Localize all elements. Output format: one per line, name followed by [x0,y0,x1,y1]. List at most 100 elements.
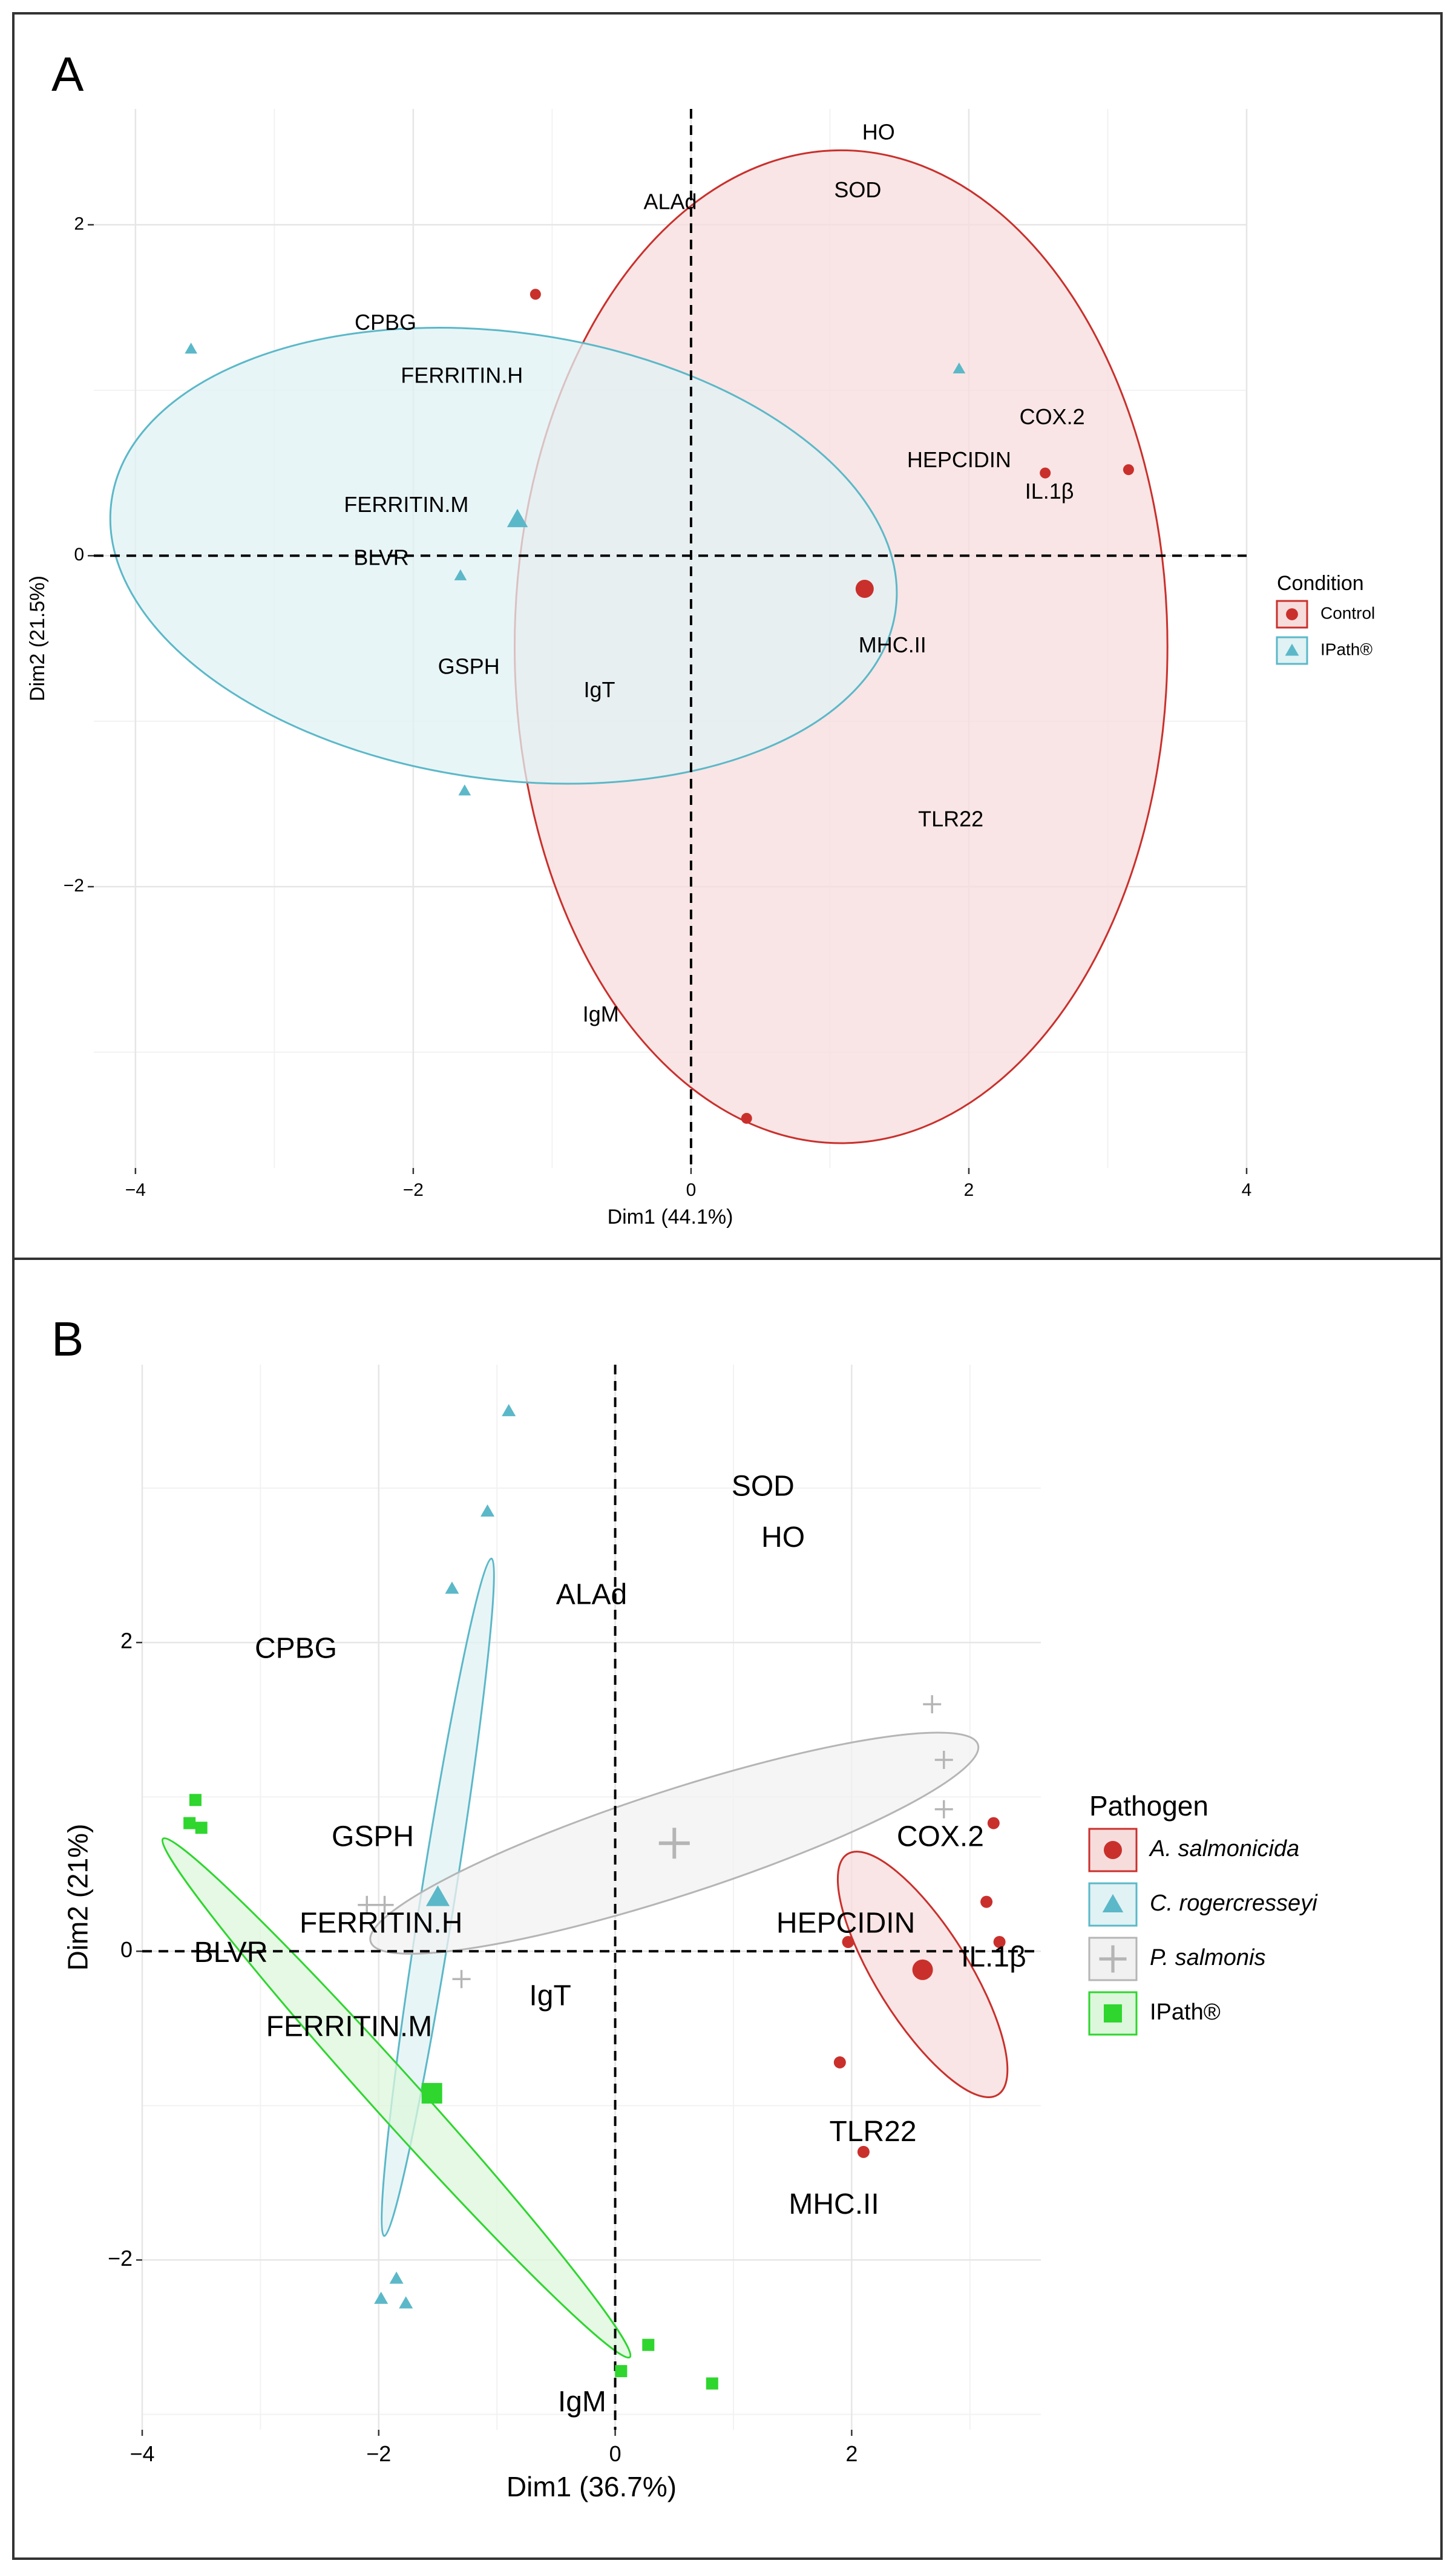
panel-b-point-c-rogercresseyi [389,2271,404,2284]
panel-a-point-control [1123,464,1134,476]
panel-a-variable-label-hepcidin: HEPCIDIN [907,447,1011,472]
panel-a-variable-label-sod: SOD [834,177,881,202]
panel-b-point-p-salmonis [934,1800,953,1819]
panel-b-centroid-c-rogercresseyi [425,1885,450,1906]
panel-b-legend-marker-c-rogercresseyi [1102,1894,1124,1912]
panel-b-y-tick-label: 0 [120,1937,133,1962]
panel-b-legend-marker-p-salmonis [1099,1945,1127,1973]
panel-b-point-ipath [195,1822,208,1834]
panel-a-legend-label-ipath: IPath® [1320,640,1372,658]
panel-b-centroid-ipath [421,2082,442,2104]
panel-a-variable-label-blvr: BLVR [353,545,408,569]
panel-b-variable-label-sod: SOD [732,1471,795,1503]
panel-b-point-p-salmonis [934,1750,953,1769]
panel-b-point-c-rogercresseyi [445,1581,459,1594]
panel-a-x-tick-label: 2 [964,1180,974,1200]
panel-b-x-tick-label: −2 [366,2441,391,2466]
panel-b-ellipse-ipath [161,1837,632,2359]
panel-a-x-tick-label: 0 [686,1180,697,1200]
panel-b-point-p-salmonis [375,1895,394,1914]
panel-b-variable-label-cpbg: CPBG [255,1633,337,1665]
panel-b-point-c-rogercresseyi [399,2296,413,2309]
panel-b-point-a-salmonicida [987,1817,1000,1829]
panel-a-legend-marker-control [1286,608,1298,620]
panel-a-legend-title: Condition [1277,572,1364,595]
panel-b-legend-label-c-rogercresseyi: C. rogercresseyi [1150,1891,1318,1916]
panel-b-x-tick-label: 0 [609,2441,621,2466]
panel-b-point-a-salmonicida [833,2056,846,2068]
panel-b-variable-label-hepcidin: HEPCIDIN [776,1908,915,1940]
panel-b-variable-label-igm: IgM [558,2386,606,2418]
panel-a-variable-label-alad: ALAd [643,189,697,214]
panel-b-variable-label-mhc-ii: MHC.II [789,2188,879,2220]
panel-a-y-tick-label: 2 [74,214,84,234]
panel-b-y-tick-label: 2 [120,1629,133,1653]
panel-a-variable-label-igt: IgT [583,677,615,702]
panel-a-point-ipath [953,362,966,374]
panel-b-point-a-salmonicida [993,1935,1006,1948]
panel-b-legend-label-a-salmonicida: A. salmonicida [1149,1836,1299,1862]
panel-a-x-axis-title: Dim1 (44.1%) [608,1206,733,1229]
panel-a-centroid-control [855,579,874,598]
panel-a-point-control [530,289,541,300]
panel-a-point-ipath [454,569,467,580]
panel-b-variable-label-igt: IgT [529,1980,571,2012]
panel-b-legend-marker-a-salmonicida [1104,1841,1122,1859]
panel-b-variable-label-cox-2: COX.2 [897,1821,984,1853]
panel-b-variable-label-ho: HO [761,1521,805,1553]
panel-b-frame [12,1258,1443,2560]
panel-a-variable-label-tlr22: TLR22 [918,806,983,831]
panel-b-label: B [51,1312,84,1366]
panel-a-variable-label-ferritin-h: FERRITIN.H [401,363,523,387]
panel-a-legend-label-control: Control [1320,603,1375,622]
panel-b-centroid-a-salmonicida [912,1959,933,1980]
panel-a-variable-label-il-1: IL.1β [1025,479,1074,504]
panel-b-point-ipath [615,2365,628,2378]
panel-b-point-ipath [189,1794,202,1806]
panel-a-variable-label-igm: IgM [583,1002,619,1026]
panel-a-variable-label-cox-2: COX.2 [1020,404,1085,429]
panel-a-chart: A HO SOD ALAd CPBG FERRITIN.H COX.2 HEPCIDIN IL.… [26,47,1375,1229]
panel-b-legend-key-ipath [1088,1991,1138,2036]
panel-b-point-c-rogercresseyi [502,1404,516,1417]
panel-a-variable-label-ferritin-m: FERRITIN.M [344,492,468,517]
panel-b-variable-label-alad: ALAd [556,1578,627,1610]
panel-b-point-p-salmonis [452,1970,471,1989]
panel-a-variable-label-mhc-ii: MHC.II [859,632,926,657]
panel-b-point-ipath [183,1817,196,1829]
panel-b-point-p-salmonis [358,1895,376,1914]
panel-a-x-tick-label: −2 [403,1180,424,1200]
panel-b-x-axis-title: Dim1 (36.7%) [507,2471,677,2502]
panel-b-y-tick-label: −2 [108,2246,133,2271]
panel-a-variable-label-cpbg: CPBG [355,310,416,335]
panel-a-legend-marker-ipath [1285,643,1299,656]
panel-b-legend-marker-ipath [1104,2004,1122,2022]
panel-b-point-a-salmonicida [980,1895,993,1908]
panel-a-y-axis-title: Dim2 (21.5%) [26,576,49,701]
panel-a-x-tick-label: 4 [1242,1180,1252,1200]
panel-b-variable-label-ferritin-h: FERRITIN.H [300,1908,462,1940]
panel-b-y-axis-title: Dim2 (21%) [62,1824,94,1971]
panel-b-variable-label-blvr: BLVR [194,1937,268,1969]
panel-b-variable-label-tlr22: TLR22 [830,2116,917,2148]
panel-b-legend-key-c-rogercresseyi [1088,1882,1138,1927]
panel-a-y-tick-label: −2 [64,876,84,896]
panel-b-point-c-rogercresseyi [374,2291,389,2304]
panel-b-x-tick-label: 2 [845,2441,858,2466]
panel-b-x-tick-label: −4 [130,2441,154,2466]
panel-a-point-ipath [185,343,198,354]
panel-a-y-tick-label: 0 [74,545,84,565]
panel-b-centroid-p-salmonis [658,1828,690,1859]
panel-a-label: A [51,47,84,101]
panel-b-point-a-salmonicida [857,2145,870,2158]
panel-b-point-a-salmonicida [842,1935,854,1948]
panel-b-variable-label-il-1: IL.1β [961,1941,1026,1973]
panel-b-point-ipath [642,2338,655,2351]
panel-b-variable-label-ferritin-m: FERRITIN.M [266,2010,433,2042]
panel-b-point-ipath [706,2377,718,2390]
panel-b-variable-label-gsph: GSPH [332,1821,414,1853]
panel-b-legend-label-ipath: IPath® [1150,2000,1221,2025]
panel-a-point-control [1040,467,1051,479]
panel-b-legend-title: Pathogen [1089,1790,1208,1822]
